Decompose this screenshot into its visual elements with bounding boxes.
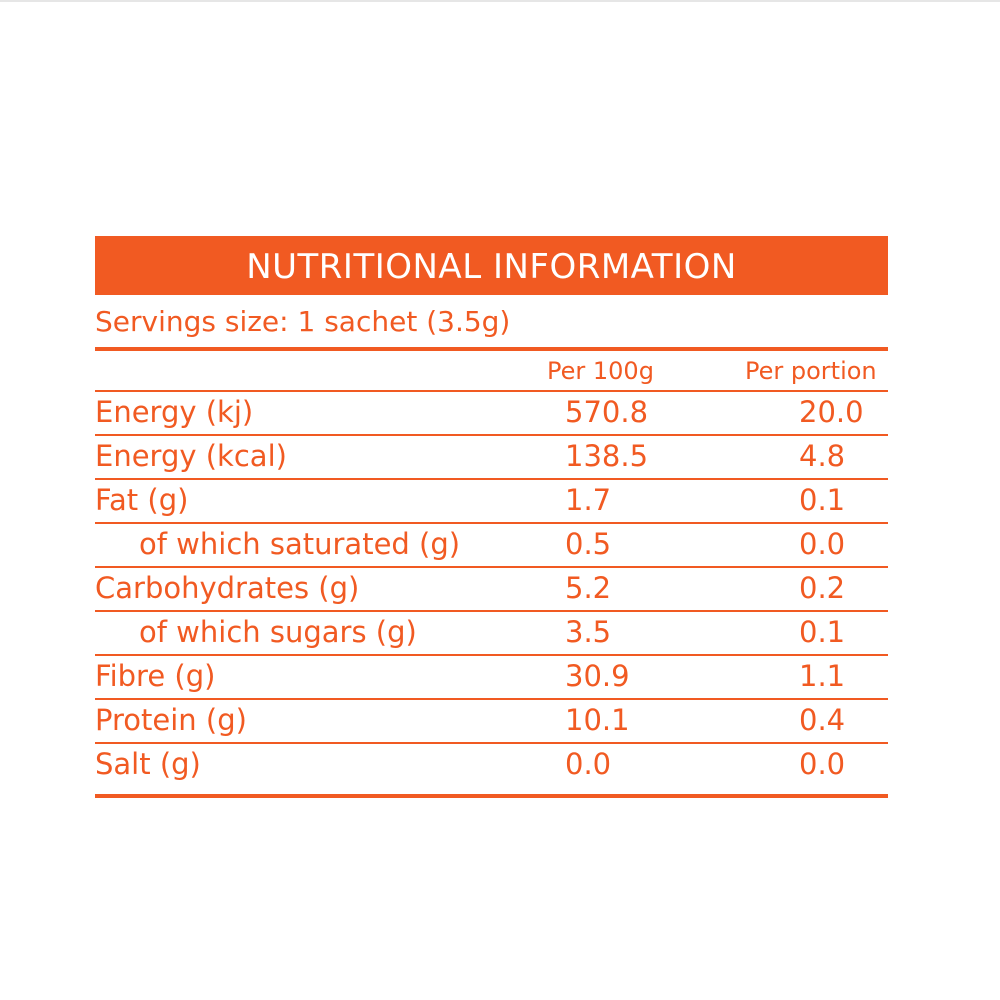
panel-title: NUTRITIONAL INFORMATION (246, 246, 737, 287)
value-per-portion: 0.1 (799, 483, 846, 517)
nutrient-label: Protein (g) (95, 703, 247, 737)
value-per-portion: 0.0 (799, 747, 846, 781)
value-per-100g: 570.8 (565, 395, 649, 429)
nutrient-label: Energy (kcal) (95, 439, 287, 473)
value-per-portion: 0.1 (799, 615, 846, 649)
nutrient-sublabel: of which sugars (g) (139, 615, 417, 649)
value-per-portion: 4.8 (799, 439, 846, 473)
header-bar: NUTRITIONAL INFORMATION (95, 236, 888, 295)
top-border (0, 0, 1000, 2)
divider-thick (95, 347, 888, 351)
value-per-100g: 30.9 (565, 659, 630, 693)
value-per-100g: 1.7 (565, 483, 612, 517)
value-per-100g: 10.1 (565, 703, 630, 737)
nutrient-label: Fat (g) (95, 483, 189, 517)
table-row: Fat (g) 1.7 0.1 (95, 480, 888, 524)
table-row: Salt (g) 0.0 0.0 (95, 744, 888, 786)
column-header-per-100g: Per 100g (547, 357, 654, 385)
table-row: Fibre (g) 30.9 1.1 (95, 656, 888, 700)
column-header-row: Per 100g Per portion (95, 351, 888, 392)
nutrition-panel: NUTRITIONAL INFORMATION Servings size: 1… (95, 236, 888, 798)
table-row: of which saturated (g) 0.5 0.0 (95, 524, 888, 568)
table-row: Carbohydrates (g) 5.2 0.2 (95, 568, 888, 612)
value-per-100g: 3.5 (565, 615, 612, 649)
value-per-100g: 138.5 (565, 439, 649, 473)
nutrient-label: Salt (g) (95, 747, 201, 781)
value-per-portion: 20.0 (799, 395, 864, 429)
nutrient-label: Carbohydrates (g) (95, 571, 360, 605)
nutrient-label: Energy (kj) (95, 395, 254, 429)
divider-bottom (95, 794, 888, 798)
table-row: Energy (kj) 570.8 20.0 (95, 392, 888, 436)
value-per-portion: 1.1 (799, 659, 846, 693)
table-row: Protein (g) 10.1 0.4 (95, 700, 888, 744)
serving-size: Servings size: 1 sachet (3.5g) (95, 305, 511, 338)
value-per-100g: 0.5 (565, 527, 612, 561)
value-per-100g: 0.0 (565, 747, 612, 781)
table-row: Energy (kcal) 138.5 4.8 (95, 436, 888, 480)
value-per-100g: 5.2 (565, 571, 612, 605)
value-per-portion: 0.4 (799, 703, 846, 737)
column-header-per-portion: Per portion (745, 357, 877, 385)
value-per-portion: 0.2 (799, 571, 846, 605)
table-row: of which sugars (g) 3.5 0.1 (95, 612, 888, 656)
nutrient-label: Fibre (g) (95, 659, 216, 693)
nutrient-sublabel: of which saturated (g) (139, 527, 461, 561)
value-per-portion: 0.0 (799, 527, 846, 561)
